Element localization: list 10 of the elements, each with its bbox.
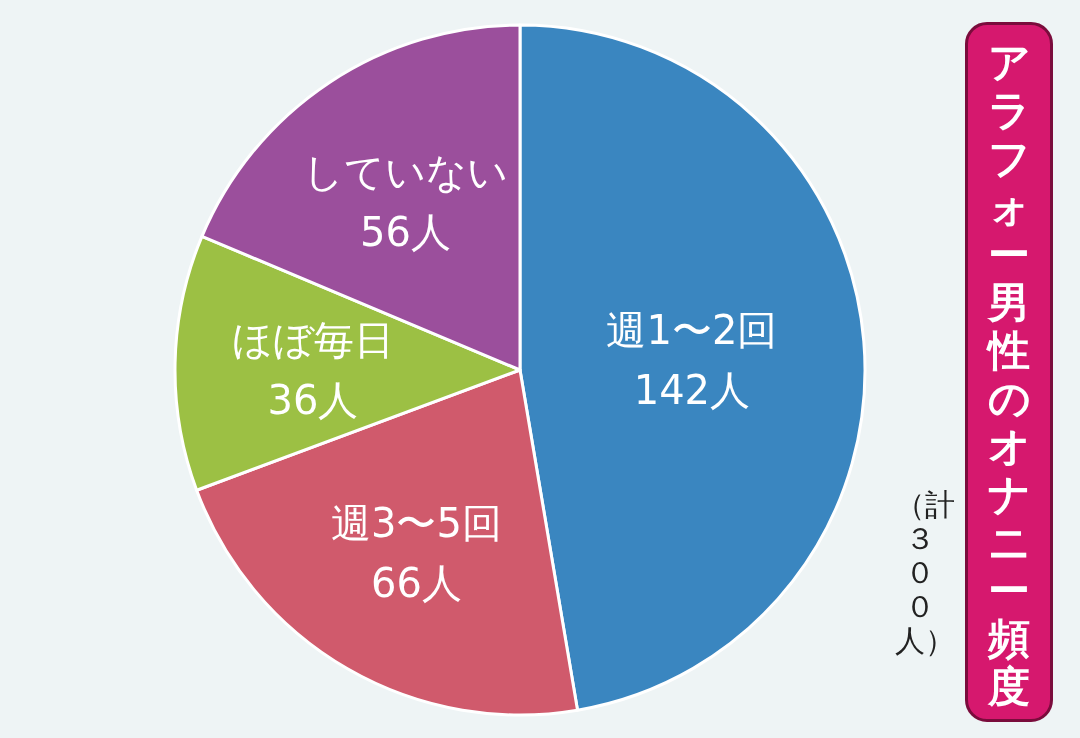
slice-label: 週3〜5回 bbox=[331, 500, 502, 547]
data-label: 142人 bbox=[633, 366, 751, 413]
slice-label: ほぼ毎日 bbox=[232, 316, 395, 363]
slice-label: していない bbox=[302, 148, 508, 195]
text: （計３００人） bbox=[895, 487, 955, 658]
data-label: 56人 bbox=[359, 208, 451, 255]
slice-label: 週1〜2回 bbox=[606, 306, 778, 353]
chart-title: アラフォー男性のオナニー頻度 bbox=[987, 38, 1031, 711]
data-label: 36人 bbox=[267, 376, 359, 423]
data-label: 66人 bbox=[371, 560, 462, 607]
